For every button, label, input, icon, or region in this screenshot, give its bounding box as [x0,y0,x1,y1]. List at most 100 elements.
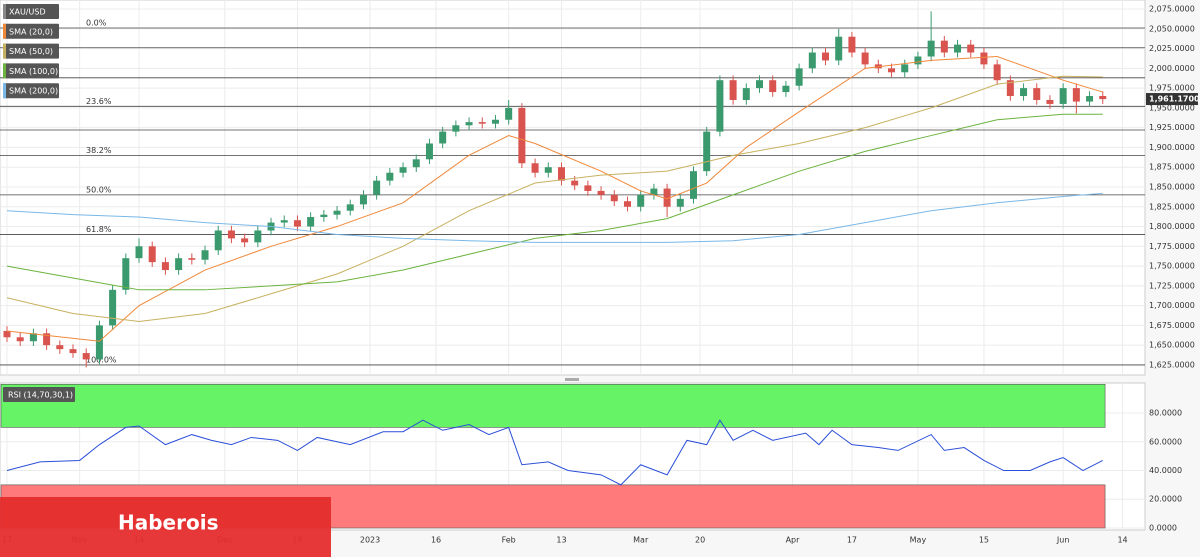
candle-body [808,52,816,69]
y-tick-label: 1,950.0000 [1149,103,1195,112]
legend-label: SMA (200,0) [9,87,58,96]
candle-body [901,64,909,73]
candle-body [399,167,407,173]
candle-body [1059,88,1067,104]
x-tick-label: Mar [633,536,649,545]
x-tick-label: 16 [431,536,441,545]
candle-body [584,185,592,191]
candle-body [716,80,724,132]
fib-label: 38.2% [86,146,112,155]
legend-swatch [3,63,6,79]
x-tick-label: Feb [502,536,516,545]
legend-box [3,83,59,99]
watermark-box [0,497,331,557]
candle-body [320,214,328,218]
y-tick-label: 1,825.0000 [1149,202,1195,211]
legend-box [3,4,59,19]
candle-body [518,107,526,164]
candle-body [69,349,77,354]
y-tick-label: 60.0000 [1149,437,1182,446]
candle-body [95,325,103,360]
candle-body [769,80,777,93]
candle-body [82,353,90,360]
x-tick-label: 15 [979,536,989,545]
candle-body [346,204,354,211]
candle-body [241,238,249,243]
candle-body [967,44,975,53]
candle-body [742,88,750,100]
candle-body [663,188,671,207]
y-tick-label: 40.0000 [1149,466,1182,475]
candle-body [478,122,486,124]
candle-body [307,217,315,227]
watermark: Haberois [118,511,218,535]
candle-body [914,56,922,65]
candle-body [729,80,737,100]
candle-body [359,194,367,205]
fib-label: 61.8% [86,225,112,234]
x-tick-label: May [910,536,927,545]
y-tick-label: 1,750.0000 [1149,262,1195,271]
candle-body [954,44,962,53]
candle-body [333,210,341,215]
candle-body [148,246,156,263]
candle-body [980,52,988,65]
rsi-band [0,383,1106,428]
candle-body [373,180,381,195]
candle-body [703,131,711,172]
fib-label: 100.0% [86,355,117,364]
candle-body [56,345,64,350]
sma-line [6,192,1103,243]
candle-body [623,201,631,207]
candle-body [993,64,1001,81]
legend-label: RSI (14,70,30,1) [8,391,73,400]
candle-body [491,119,499,124]
y-tick-label: 2,075.0000 [1149,5,1195,14]
candle-body [439,131,447,144]
y-tick-label: 1,900.0000 [1149,143,1195,152]
candle-body [610,194,618,202]
candle-body [888,68,896,73]
candle-body [109,289,117,326]
fib-label: 23.6% [86,97,112,106]
candle-body [940,40,948,53]
candle-body [848,36,856,53]
y-tick-label: 2,025.0000 [1149,44,1195,53]
y-tick-label: 1,675.0000 [1149,321,1195,330]
legend-swatch [3,23,6,39]
candle-body [835,36,843,61]
price-tag [1146,93,1198,106]
y-tick-label: 1,850.0000 [1149,182,1195,191]
x-tick-label: Jun [1056,536,1070,545]
candle-body [254,230,262,243]
y-tick-label: 1,650.0000 [1149,341,1195,350]
candle-body [505,107,513,120]
x-tick-label: 13 [556,536,566,545]
candle-body [188,258,196,260]
legend-box [3,63,59,79]
candle-body [1072,88,1080,102]
y-tick-label: 80.0000 [1149,409,1182,418]
candle-body [822,52,830,61]
candle-body [1020,88,1028,97]
candle-body [795,68,803,86]
pane-divider [565,378,579,381]
rsi-line [6,419,1103,486]
y-tick-label: 1,875.0000 [1149,163,1195,172]
candle-body [544,167,552,173]
y-tick-label: 1,725.0000 [1149,281,1195,290]
candle-body [597,190,605,195]
candle-body [756,80,764,89]
legend-box [3,387,75,402]
candle-body [412,159,420,168]
sma-line [6,113,1103,291]
candle-body [637,194,645,207]
candle-body [465,122,473,126]
y-tick-label: 1,625.0000 [1149,360,1195,369]
y-tick-label: 20.0000 [1149,495,1182,504]
candle-body [531,163,539,173]
x-tick-label: Apr [786,536,801,545]
candle-body [280,220,288,223]
candle-body [161,262,169,271]
